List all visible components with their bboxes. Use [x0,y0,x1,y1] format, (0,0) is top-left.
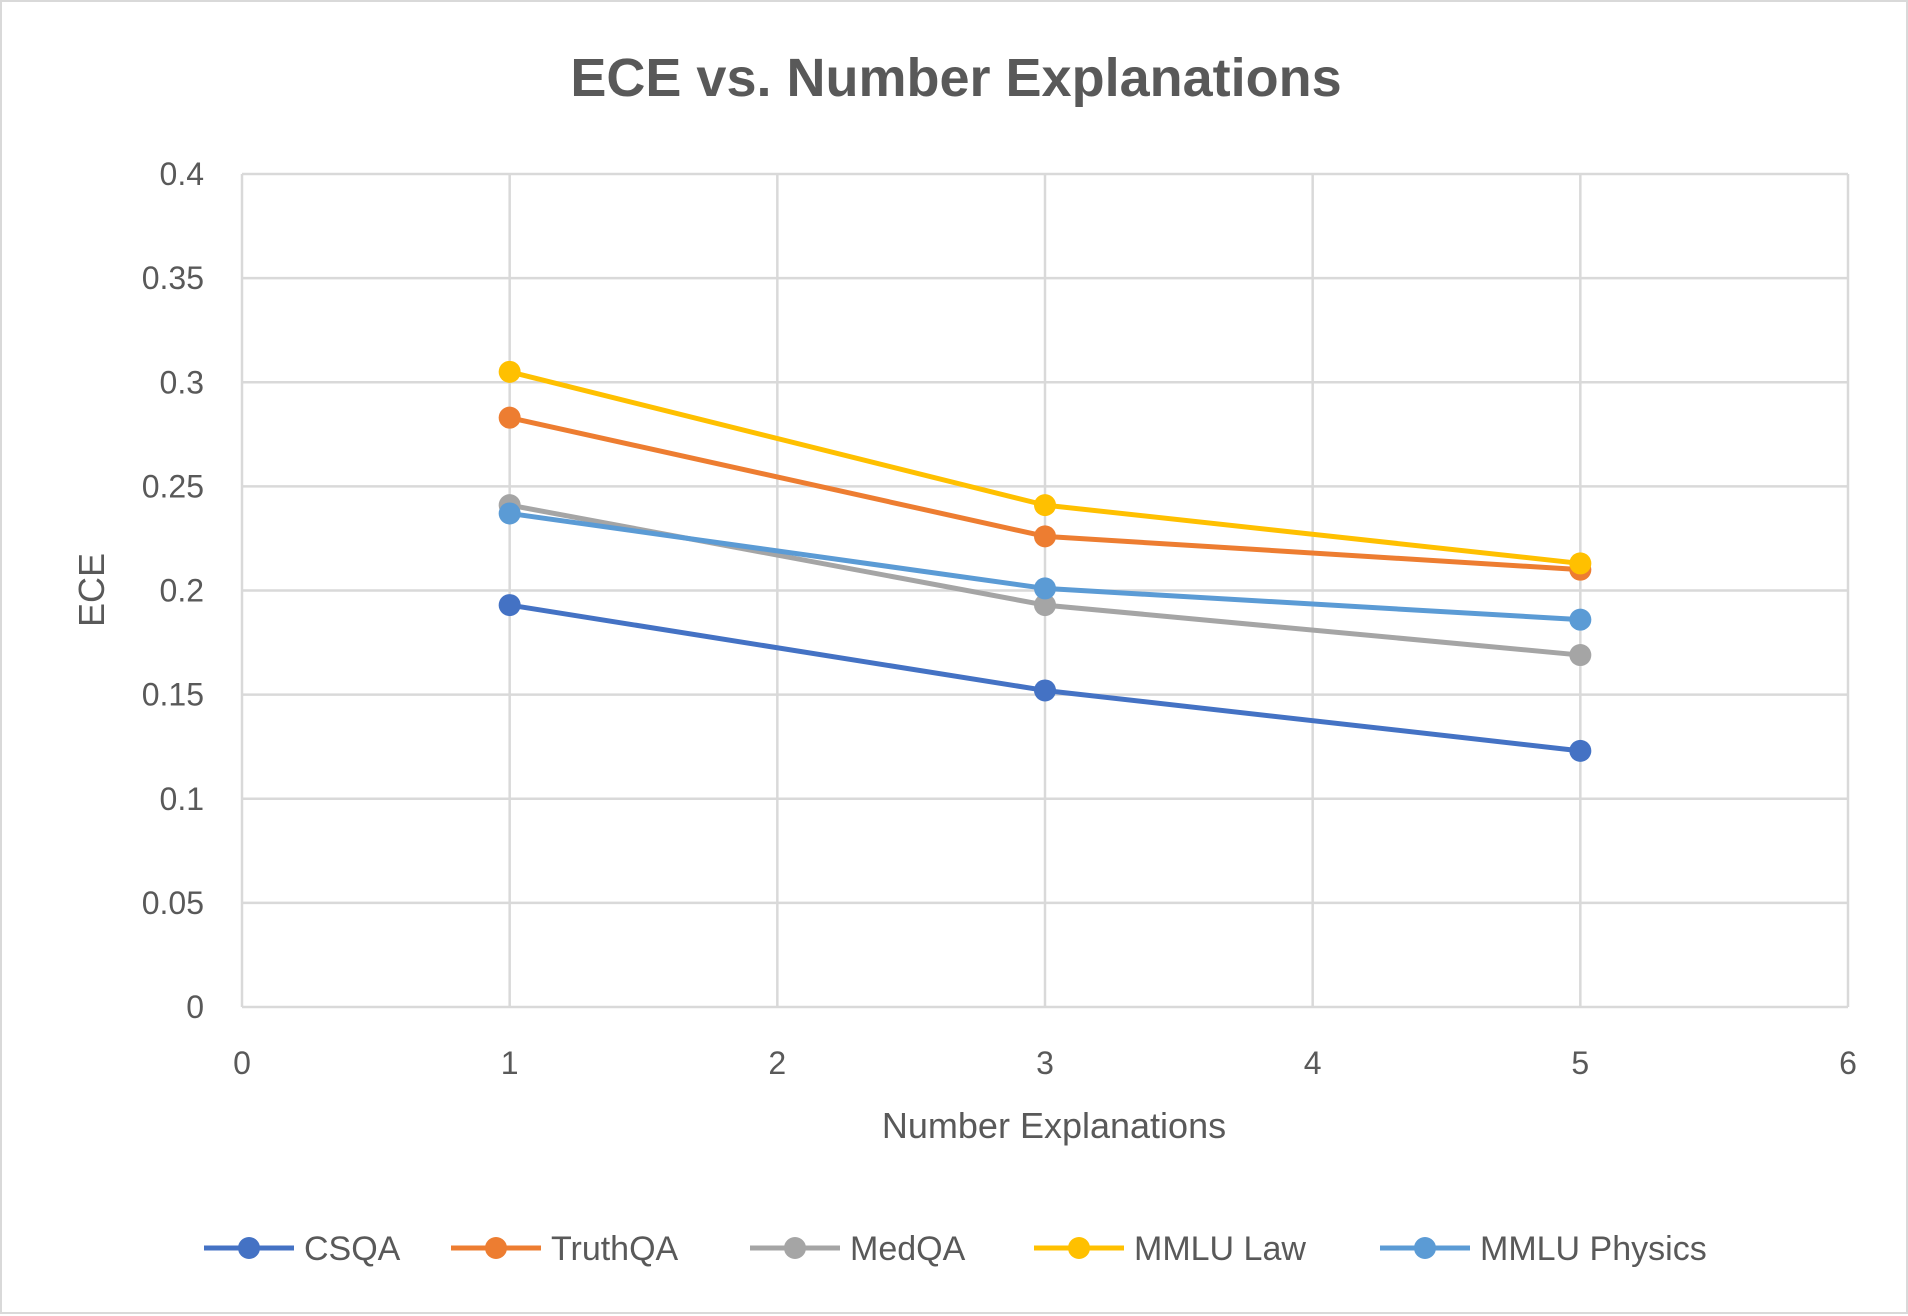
data-point-mmlu-physics [1034,577,1056,600]
x-tick-label: 0 [233,1045,251,1081]
series-mmlu-physics [498,502,1592,631]
x-axis-title: Number Explanations [882,1105,1226,1146]
x-tick-label: 2 [768,1045,786,1081]
y-axis-title: ECE [71,553,112,627]
legend-swatch-marker [238,1237,260,1259]
legend-swatch-marker [1068,1237,1090,1259]
data-point-medqa [1569,644,1592,667]
legend-item-medqa: MedQA [750,1230,966,1268]
y-tick-label: 0 [186,989,204,1025]
legend-item-mmlu-physics: MMLU Physics [1380,1230,1707,1268]
x-tick-label: 5 [1571,1045,1589,1081]
x-tick-label: 1 [501,1045,519,1081]
chart-title: ECE vs. Number Explanations [570,48,1341,108]
data-point-medqa [1034,594,1056,617]
x-tick-label: 3 [1036,1045,1054,1081]
legend-item-truthqa: TruthQA [451,1230,679,1268]
data-point-mmlu-law [498,360,521,383]
y-tick-label: 0.15 [142,677,204,713]
legend-swatch-marker [485,1237,507,1259]
legend-label: CSQA [304,1230,401,1268]
data-point-csqa [1569,739,1592,762]
data-point-truthqa [498,406,521,429]
data-point-mmlu-physics [498,502,521,525]
data-point-mmlu-law [1034,494,1056,517]
axes: 0 0.05 0.1 0.15 0.2 0.25 0.3 0.35 0.4 0 1 2 3 4 5 6 [142,156,1857,1081]
x-tick-label: 6 [1839,1045,1857,1081]
legend-label: MedQA [850,1230,966,1268]
legend-label: MMLU Law [1134,1230,1306,1268]
legend-label: TruthQA [551,1230,679,1268]
y-tick-label: 0.2 [160,573,204,609]
y-tick-label: 0.3 [160,364,204,400]
legend-label: MMLU Physics [1480,1230,1707,1268]
data-point-csqa [1034,679,1056,702]
data-point-mmlu-law [1569,552,1592,575]
y-tick-label: 0.25 [142,468,204,504]
legend-item-csqa: CSQA [204,1230,401,1268]
legend-item-mmlu-law: MMLU Law [1034,1230,1306,1268]
legend-swatch-marker [784,1237,806,1259]
y-tick-label: 0.35 [142,260,204,296]
data-point-mmlu-physics [1569,608,1592,631]
legend-swatch-marker [1414,1237,1436,1259]
series-layer [498,360,1592,762]
data-point-csqa [498,594,521,617]
legend: CSQA TruthQA MedQA MMLU Law MMLU Physics [204,1230,1707,1268]
series-csqa [498,594,1592,762]
series-mmlu-law [498,360,1592,575]
x-tick-label: 4 [1304,1045,1322,1081]
y-tick-label: 0.05 [142,885,204,921]
data-point-truthqa [1034,525,1056,548]
y-tick-label: 0.4 [160,156,204,192]
y-tick-label: 0.1 [160,781,204,817]
